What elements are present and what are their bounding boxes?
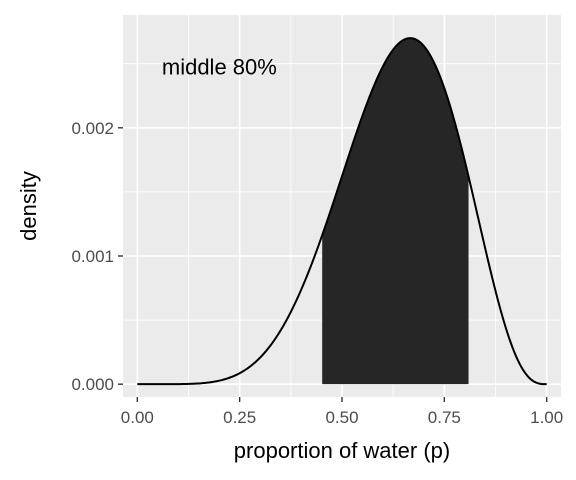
x-tick-label: 1.00 <box>530 408 563 427</box>
x-tick-label: 0.50 <box>325 408 358 427</box>
x-tick-label: 0.25 <box>223 408 256 427</box>
x-axis: 0.00 0.25 0.50 0.75 1.00 <box>121 397 563 427</box>
y-tick-label: 0.000 <box>71 375 114 394</box>
x-axis-title: proportion of water (p) <box>234 438 450 463</box>
y-tick-label: 0.001 <box>71 247 114 266</box>
y-tick-label: 0.002 <box>71 119 114 138</box>
y-axis-title: density <box>16 171 41 241</box>
middle-80-shaded-area <box>322 38 469 385</box>
x-tick-label: 0.00 <box>121 408 154 427</box>
annotation-middle-80: middle 80% <box>162 54 277 79</box>
density-curve <box>137 37 547 386</box>
x-tick-label: 0.75 <box>428 408 461 427</box>
y-axis: 0.000 0.001 0.002 <box>71 119 123 394</box>
